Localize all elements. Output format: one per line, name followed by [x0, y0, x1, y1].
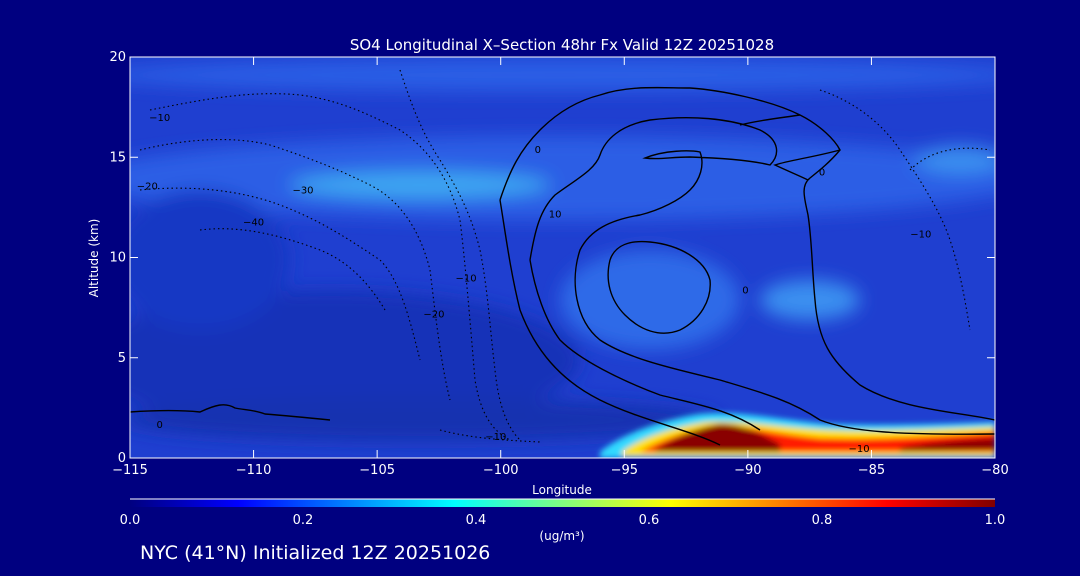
upper-band-right: [915, 146, 995, 174]
contour-20-inner: [607, 240, 711, 334]
contour-10-lower: [529, 259, 761, 431]
x-tick-label: −100: [483, 463, 519, 478]
x-tick-label: −105: [359, 463, 395, 478]
upper-band: [130, 136, 995, 220]
contour-label: −20: [137, 181, 158, 192]
colorbar-strip: [130, 499, 995, 507]
x-axis-label: Longitude: [532, 483, 592, 497]
contour-label: −20: [423, 310, 444, 321]
contour-label: −10: [149, 113, 170, 124]
x-tick-label: −115: [112, 463, 148, 478]
colorbar-tick-label: 0.4: [466, 513, 487, 528]
contour-10-middle: [529, 117, 995, 435]
dotted-surface: [439, 429, 541, 443]
low-layer: [130, 290, 580, 430]
dotted-left-d: [199, 228, 386, 311]
x-tick-label: −95: [611, 463, 638, 478]
dotted-right: [819, 89, 971, 331]
plot-area: 0 0 10 −10 −20 −30 −40 −10 −20 0 −10 0 −10 −10: [130, 57, 995, 458]
concentration-field: [130, 59, 995, 442]
y-tick-label: 0: [118, 451, 126, 466]
near-surface: [130, 398, 720, 442]
init-info: NYC (41°N) Initialized 12Z 20251026: [140, 542, 491, 564]
contour-label: 0: [819, 167, 825, 178]
contour-label: −10: [456, 274, 477, 285]
plume-mid: [560, 250, 740, 350]
contour-label: 0: [535, 145, 541, 156]
x-tick-label: −85: [858, 463, 885, 478]
upper-band-core: [290, 171, 550, 199]
dotted-contours: [139, 69, 991, 443]
contour-0-outer-inner: [499, 199, 721, 446]
chart-title: SO4 Longitudinal X–Section 48hr Fx Valid…: [350, 36, 774, 54]
top-band: [130, 59, 995, 91]
contour-label: −10: [849, 444, 870, 455]
solid-contours: [130, 86, 995, 446]
dotted-right-b: [909, 147, 991, 171]
y-tick-label: 20: [109, 50, 126, 65]
y-tick-label: 15: [109, 150, 126, 165]
plume-core-right: [900, 438, 995, 452]
contour-label: −40: [243, 217, 264, 228]
plume-right: [760, 280, 860, 320]
colorbar-tick-label: 0.6: [639, 513, 660, 528]
plume-core: [655, 424, 780, 452]
colorbar-tick-label: 1.0: [985, 513, 1006, 528]
x-tick-label: −80: [981, 463, 1008, 478]
left-dark: [130, 190, 290, 330]
x-tick-label: −110: [236, 463, 272, 478]
contour-0-hook: [739, 114, 841, 181]
colorbar: 0.0 0.2 0.4 0.6 0.8 1.0: [120, 498, 1006, 528]
contour-label: 0: [742, 286, 748, 297]
y-tick-label: 5: [118, 351, 126, 366]
contour-labels: 0 0 10 −10 −20 −30 −40 −10 −20 0 −10 0 −10 −10: [137, 113, 932, 455]
contour-label: 10: [549, 209, 562, 220]
contour-label: −30: [292, 185, 313, 196]
contour-label: −10: [485, 432, 506, 443]
colorbar-tick-label: 0.8: [812, 513, 833, 528]
y-axis-label: Altitude (km): [87, 219, 101, 298]
contour-label: 0: [156, 420, 162, 431]
colorbar-label: (ug/m³): [539, 529, 584, 543]
contour-surface: [130, 404, 331, 421]
colorbar-tick-label: 0.2: [293, 513, 314, 528]
contour-label: −10: [910, 229, 931, 240]
x-tick-label: −90: [734, 463, 761, 478]
dotted-left-b: [139, 139, 451, 401]
colorbar-tick-label: 0.0: [120, 513, 141, 528]
surface-plume: [600, 413, 995, 458]
y-tick-label: 10: [109, 251, 126, 266]
